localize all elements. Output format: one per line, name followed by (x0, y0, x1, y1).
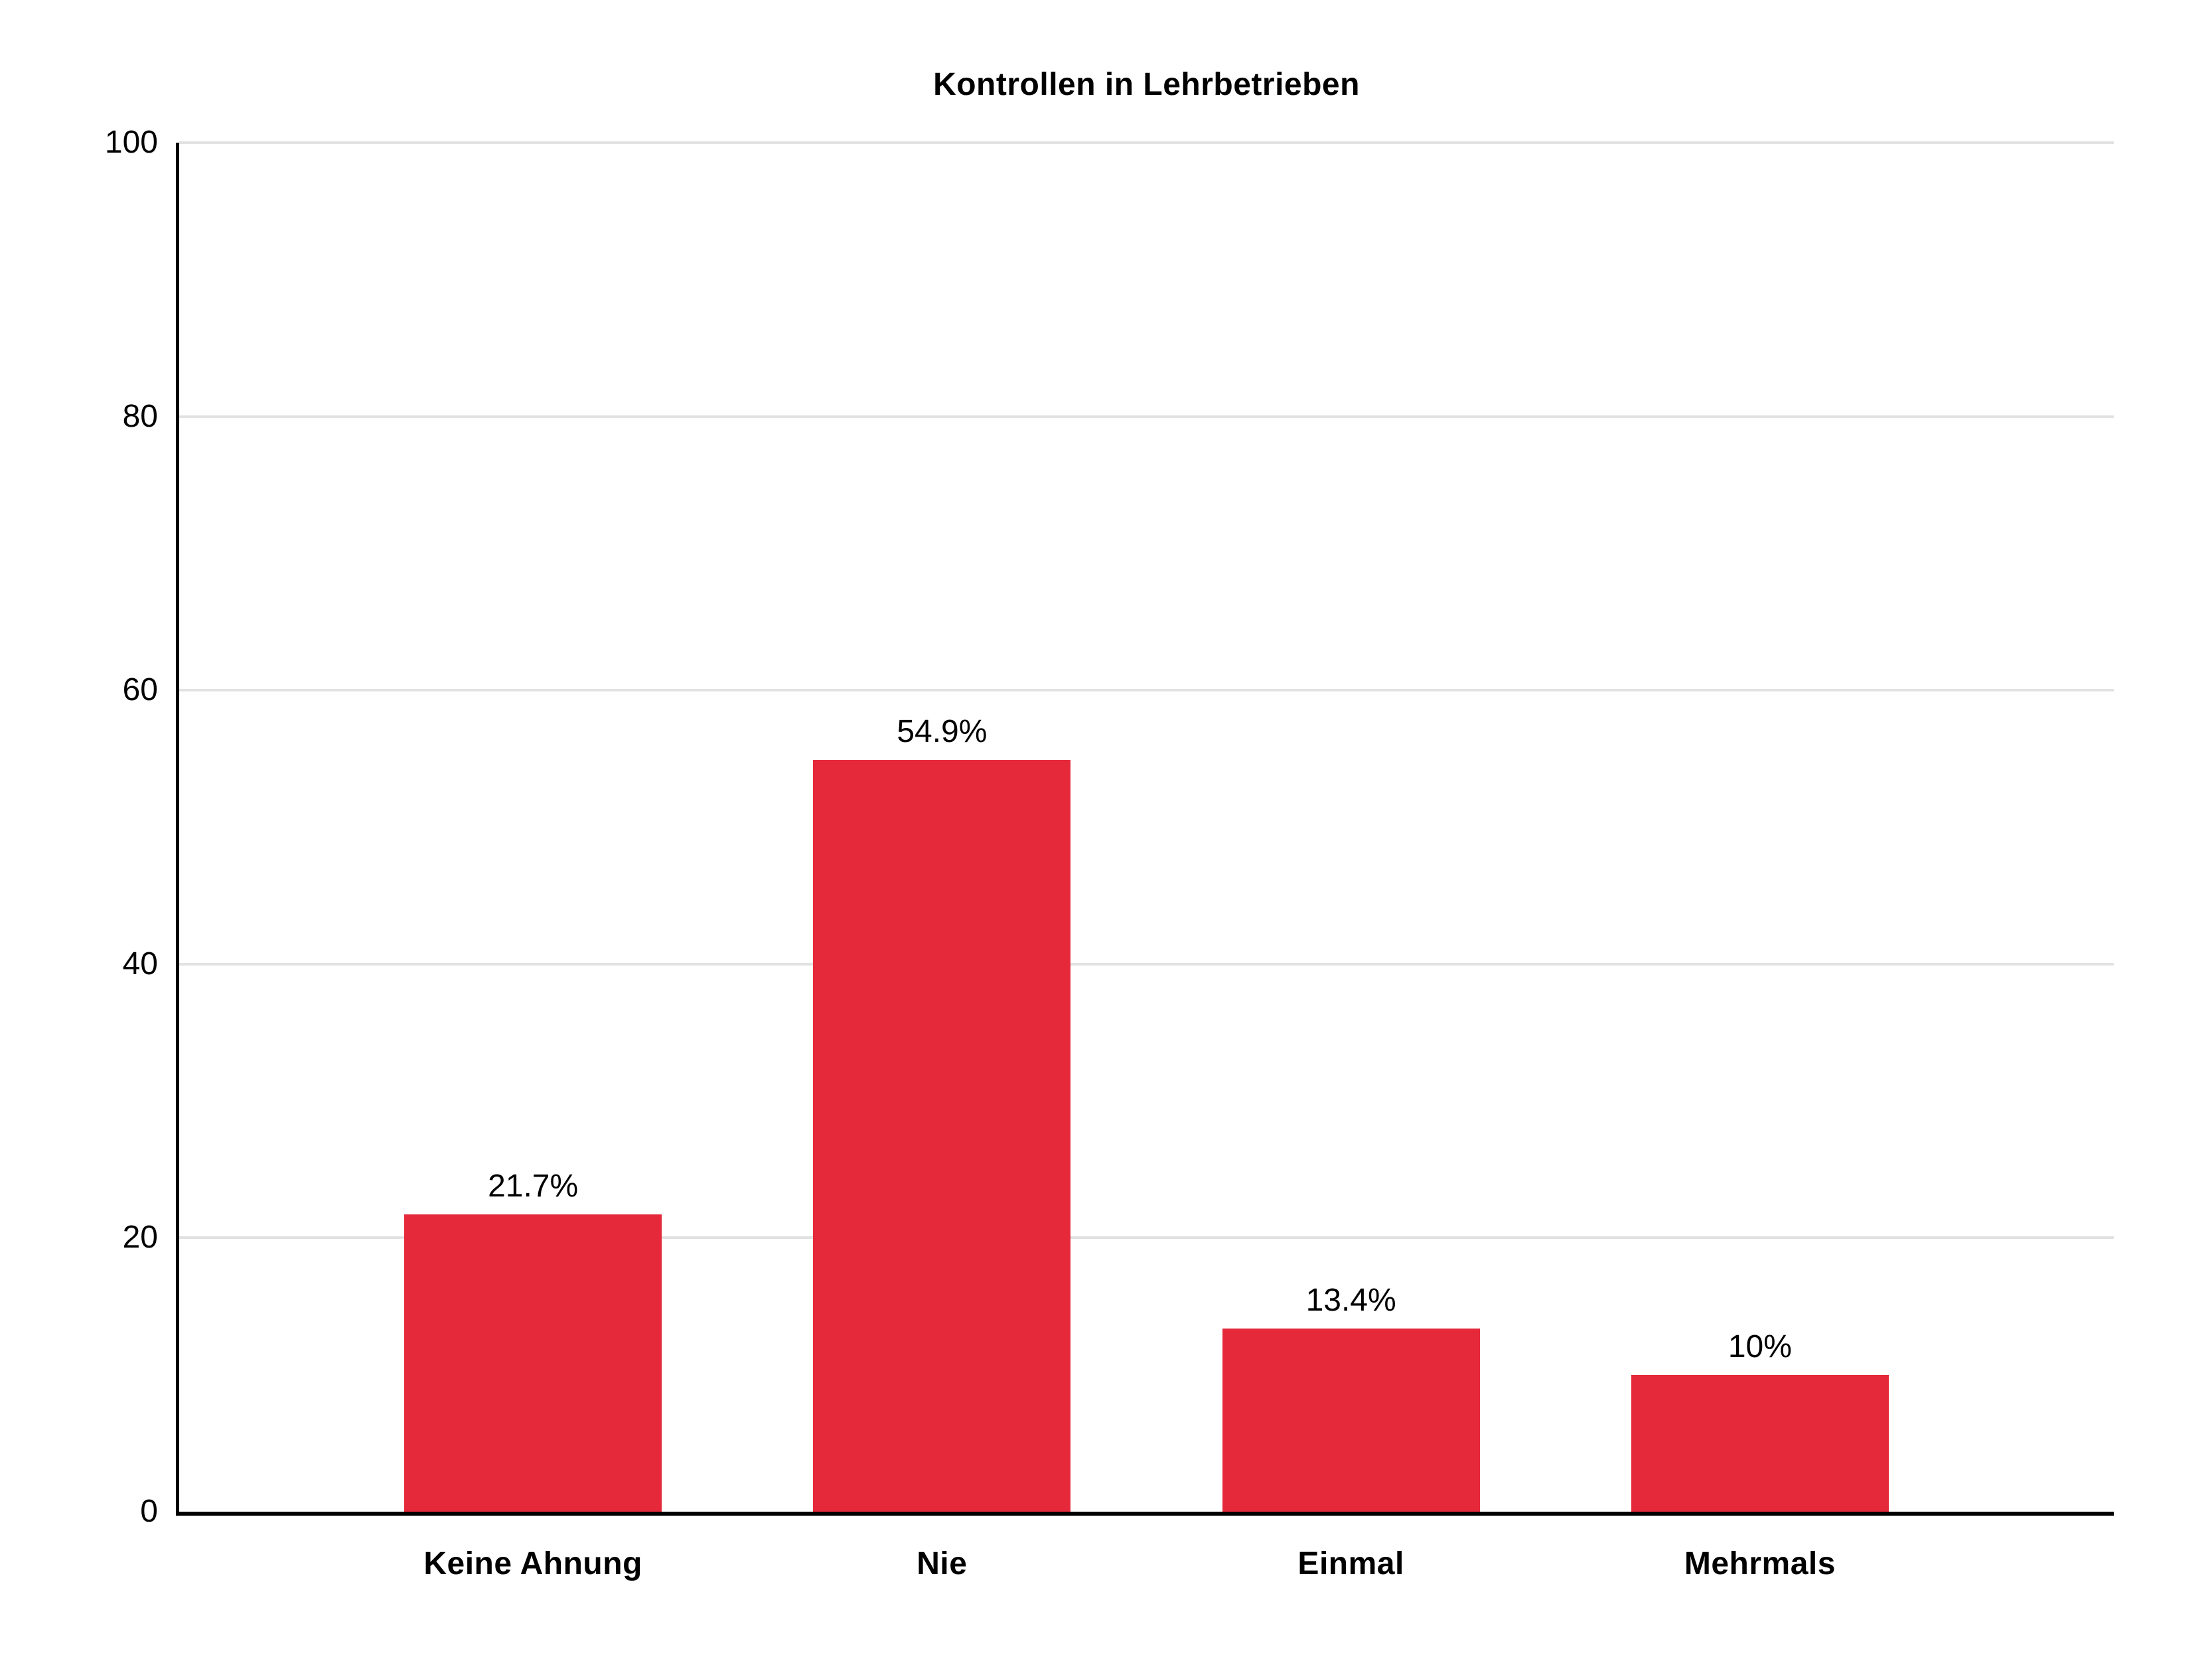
y-tick-label: 80 (122, 398, 158, 434)
bar (813, 760, 1071, 1512)
bars-row: 21.7% 54.9% 13.4% 10% (329, 143, 1964, 1512)
bar (404, 1214, 662, 1512)
y-tick-label: 20 (122, 1220, 158, 1256)
y-tick-label: 40 (122, 946, 158, 981)
bar-value-label: 54.9% (897, 714, 988, 750)
bar (1222, 1328, 1480, 1512)
bar (1631, 1374, 1889, 1512)
bar-slot: 54.9% (737, 143, 1146, 1512)
gridline (179, 141, 2114, 144)
chart-title: Kontrollen in Lehrbetrieben (933, 67, 1360, 102)
y-tick-label: 0 (140, 1494, 158, 1529)
bar-value-label: 10% (1728, 1329, 1792, 1364)
gridline (179, 1236, 2114, 1240)
x-axis-line (176, 1512, 2114, 1516)
y-axis: 0 20 40 60 80 100 (0, 127, 158, 1528)
bar-value-label: 21.7% (488, 1169, 579, 1204)
x-category-label: Mehrmals (1684, 1546, 1836, 1581)
bar-slot: 13.4% (1147, 143, 1556, 1512)
bar-value-label: 13.4% (1305, 1282, 1396, 1318)
plot-area: 21.7% 54.9% 13.4% 10% (176, 141, 2114, 1516)
bar-slot: 21.7% (329, 143, 737, 1512)
x-axis-labels: Keine Ahnung Nie Einmal Mehrmals (329, 1548, 1964, 1580)
y-axis-line (176, 143, 179, 1516)
y-tick-label: 60 (122, 672, 158, 708)
x-category-label: Nie (917, 1546, 968, 1581)
gridline (179, 962, 2114, 966)
gridline (179, 689, 2114, 692)
y-tick-label: 100 (104, 125, 158, 160)
x-category-label: Einmal (1297, 1546, 1404, 1581)
x-category-label: Keine Ahnung (423, 1546, 642, 1581)
gridline (179, 415, 2114, 418)
bar-slot: 10% (1556, 143, 1964, 1512)
